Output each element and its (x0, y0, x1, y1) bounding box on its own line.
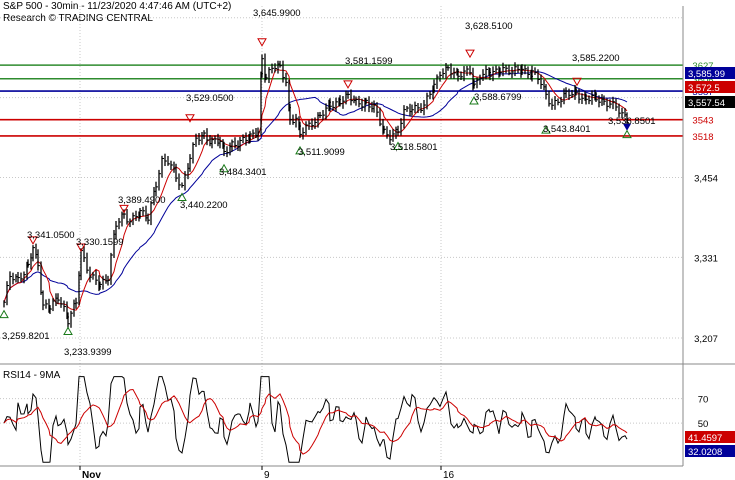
resistance-triangle-icon (257, 38, 267, 47)
resistance-triangle-icon (572, 77, 582, 87)
chart-title: S&P 500 - 30min - 11/23/2020 4:47:46 AM … (3, 1, 232, 12)
annotation-label: 3,511.9099 (298, 147, 345, 158)
annotation-label: 3,585.2200 (572, 53, 620, 64)
annotation-label: 3,543.8401 (543, 124, 591, 135)
annotation-label: 3,484.3401 (219, 167, 267, 178)
annotation-label: 3,330.1599 (76, 237, 124, 248)
rsi-ma-line (3, 388, 628, 455)
support-triangle-icon (219, 163, 229, 173)
resistance-triangle-icon (465, 49, 475, 59)
annotation-label: 3,645.9900 (253, 8, 301, 19)
last-price-arrow-icon (623, 123, 631, 131)
value-badge (685, 81, 735, 93)
annotation-label: 3,259.8201 (2, 331, 50, 342)
value-badge (685, 96, 735, 108)
level-label: 3627 (692, 61, 713, 72)
x-tick-label: 9 (264, 470, 270, 480)
annotation-label: 3,581.1599 (345, 56, 393, 67)
axes: 362736063587354335183,4543,3313,2073,585… (0, 6, 735, 480)
value-badge-label: 3,585.99 (688, 69, 725, 80)
x-tick-label: Nov (82, 470, 101, 480)
support-triangle-icon (541, 125, 551, 134)
annotation-label: 3,440.2200 (180, 200, 228, 211)
support-triangle-icon (295, 145, 305, 155)
annotation-label: 3,628.5100 (465, 21, 513, 32)
annotations: 3,645.9900 3,628.5100 3,581.1599 3,585.2200… (0, 8, 656, 358)
level-label: 3606 (692, 75, 713, 86)
rsi-y-tick: 70 (698, 395, 709, 406)
support-triangle-icon (393, 141, 403, 151)
chart-source: Research © TRADING CENTRAL (3, 13, 153, 24)
support-triangle-icon (63, 326, 73, 335)
resistance-triangle-icon (76, 243, 86, 252)
rsi-badge (685, 431, 735, 443)
y-tick-label: 3,207 (694, 334, 718, 345)
value-badge-label: 3,572.5 (688, 83, 720, 94)
slow-ma-line (3, 71, 628, 303)
level-lines (0, 64, 683, 137)
rsi-y-tick: 50 (698, 419, 709, 430)
resistance-triangle-icon (343, 80, 353, 89)
resistance-triangle-icon (185, 114, 195, 123)
support-triangle-icon (622, 129, 632, 139)
annotation-label: 3,536.8501 (608, 116, 656, 127)
rsi-badge-label: 41.4597 (688, 433, 722, 444)
resistance-triangle-icon (28, 236, 38, 245)
grid-lines (0, 6, 683, 466)
annotation-label: 3,341.0500 (27, 230, 75, 241)
fast-ma-line (3, 68, 628, 311)
annotation-label: 3,588.6799 (474, 92, 522, 103)
value-badge-label: 3,557.54 (688, 98, 725, 109)
resistance-triangle-icon (119, 204, 129, 214)
rsi-badge-label: 32.0208 (688, 447, 722, 458)
rsi-badge (685, 445, 735, 457)
price-bars (3, 53, 631, 329)
rsi-title: RSI14 - 9MA (3, 370, 61, 381)
value-badge (685, 67, 735, 79)
x-tick-label: 16 (443, 470, 455, 480)
support-triangle-icon (0, 309, 9, 319)
level-label: 3518 (692, 132, 713, 143)
level-label: 3543 (692, 116, 713, 127)
support-triangle-icon (177, 192, 187, 201)
support-triangle-icon (469, 96, 479, 105)
annotation-label: 3,233.9399 (64, 347, 112, 358)
rsi-line (3, 376, 628, 463)
y-tick-label: 3,331 (694, 253, 718, 264)
rsi-panel: RSI14 - 9MA 70 50 41.4597 32.0208 (0, 370, 735, 463)
annotation-label: 3,518.5801 (390, 142, 438, 153)
annotation-label: 3,389.4900 (118, 195, 166, 206)
annotation-label: 3,529.0500 (186, 93, 234, 104)
moving-averages (3, 68, 628, 311)
y-tick-label: 3,454 (694, 174, 718, 185)
